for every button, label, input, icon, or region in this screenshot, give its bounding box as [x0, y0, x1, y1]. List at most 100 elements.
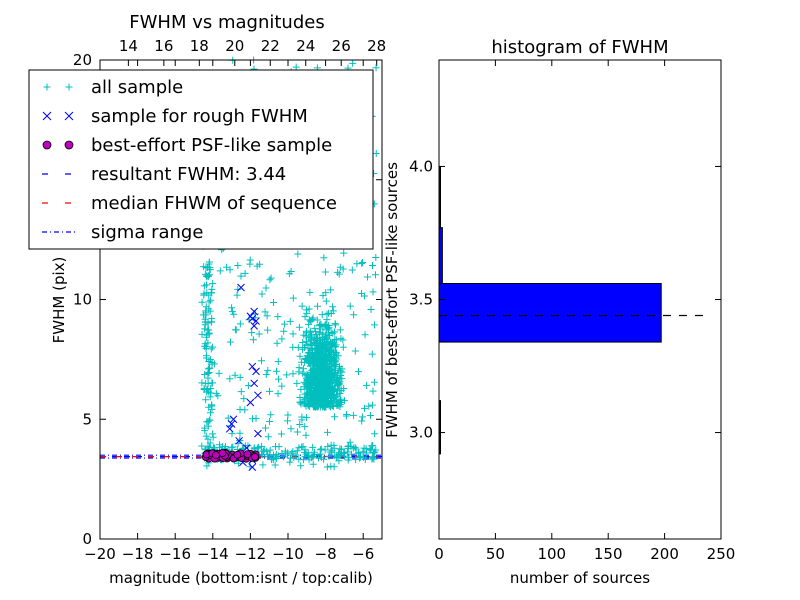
legend-plus-icon — [43, 83, 51, 91]
all-sample-point — [313, 383, 321, 391]
all-sample-point — [203, 273, 211, 281]
all-sample-point — [324, 394, 332, 402]
all-sample-point — [325, 452, 333, 460]
right-x-tick-label: 0 — [434, 545, 444, 563]
all-sample-point — [237, 272, 245, 280]
all-sample-point — [358, 417, 366, 425]
left-x-tick-label: −14 — [197, 545, 229, 563]
all-sample-point — [206, 364, 214, 372]
all-sample-point — [313, 373, 321, 381]
all-sample-point — [322, 289, 330, 297]
all-sample-point — [261, 308, 269, 316]
all-sample-point — [313, 316, 321, 324]
rough-fwhm-point — [229, 415, 238, 424]
psf-sample-point — [243, 450, 252, 459]
all-sample-point — [368, 401, 376, 409]
all-sample-point — [304, 389, 312, 397]
all-sample-point — [318, 453, 326, 461]
all-sample-point — [244, 382, 252, 390]
rough-fwhm-point — [227, 420, 236, 428]
all-sample-point — [369, 442, 377, 450]
all-sample-point — [354, 449, 362, 457]
all-sample-point — [327, 462, 335, 470]
all-sample-point — [267, 411, 275, 419]
all-sample-point — [337, 335, 345, 343]
right-x-tick-label: 150 — [594, 545, 623, 563]
all-sample-point — [372, 254, 380, 262]
left-x-tick-label: −6 — [352, 545, 374, 563]
all-sample-point — [299, 365, 307, 373]
rough-fwhm-point — [250, 379, 259, 388]
left-x-axis-label: magnitude (bottom:isnt / top:calib) — [109, 569, 373, 587]
all-sample-point — [368, 453, 376, 461]
all-sample-point — [304, 449, 312, 457]
all-sample-point — [212, 390, 220, 398]
legend-entry-label: sample for rough FWHM — [91, 106, 308, 127]
left-x-tick-label: −20 — [84, 545, 116, 563]
all-sample-point — [248, 329, 256, 337]
all-sample-point — [286, 458, 294, 466]
all-sample-point — [339, 343, 347, 351]
all-sample-point — [364, 273, 372, 281]
all-sample-point — [274, 390, 282, 398]
all-sample-point — [266, 276, 274, 284]
legend-circle-icon — [64, 140, 74, 150]
all-sample-point — [274, 358, 282, 366]
psf-sample-point — [218, 449, 227, 457]
all-sample-point — [231, 371, 239, 379]
left-top-x-tick-label: 22 — [261, 37, 280, 55]
all-sample-point — [370, 378, 378, 386]
all-sample-point — [311, 400, 319, 408]
all-sample-point — [328, 402, 336, 410]
rough-fwhm-point — [250, 307, 259, 316]
all-sample-point — [208, 379, 216, 387]
all-sample-point — [202, 318, 210, 326]
all-sample-point — [234, 285, 242, 293]
all-sample-point — [325, 324, 333, 332]
all-sample-point — [322, 347, 330, 355]
all-sample-point — [310, 388, 318, 396]
all-sample-point — [329, 303, 337, 311]
all-sample-point — [284, 417, 292, 425]
rough-fwhm-point — [254, 391, 262, 400]
all-sample-point — [205, 260, 213, 268]
all-sample-point — [309, 460, 317, 468]
all-sample-point — [296, 420, 304, 428]
all-sample-point — [305, 359, 313, 367]
all-sample-point — [316, 384, 324, 392]
left-plot-area — [100, 56, 382, 472]
all-sample-point — [240, 395, 248, 403]
all-sample-point — [320, 254, 328, 262]
all-sample-point — [306, 327, 314, 335]
legend-entry-label: resultant FWHM: 3.44 — [91, 164, 286, 185]
all-sample-point — [303, 414, 311, 422]
rough-fwhm-point — [252, 367, 260, 376]
left-top-x-tick-label: 24 — [296, 37, 315, 55]
all-sample-point — [344, 442, 352, 450]
all-sample-point — [308, 370, 316, 378]
all-sample-point — [358, 259, 366, 267]
all-sample-point — [331, 358, 339, 366]
legend: all sample sample for rough FWHM best-effo… — [28, 69, 374, 250]
all-sample-point — [294, 250, 302, 258]
rough-fwhm-point — [248, 362, 257, 371]
all-sample-point — [280, 320, 288, 328]
all-sample-point — [258, 442, 266, 450]
all-sample-point — [329, 402, 337, 410]
all-sample-point — [256, 260, 264, 268]
all-sample-point — [354, 368, 362, 376]
all-sample-point — [246, 256, 254, 264]
all-sample-point — [336, 387, 344, 395]
all-sample-point — [204, 326, 212, 334]
all-sample-point — [372, 64, 380, 72]
all-sample-point — [216, 267, 224, 275]
all-sample-point — [280, 327, 288, 335]
all-sample-point — [324, 325, 332, 333]
all-sample-point — [263, 312, 271, 320]
all-sample-point — [199, 311, 207, 319]
all-sample-point — [206, 409, 214, 417]
all-sample-point — [312, 353, 320, 361]
all-sample-point — [234, 262, 242, 270]
all-sample-point — [292, 451, 300, 459]
all-sample-point — [313, 358, 321, 366]
